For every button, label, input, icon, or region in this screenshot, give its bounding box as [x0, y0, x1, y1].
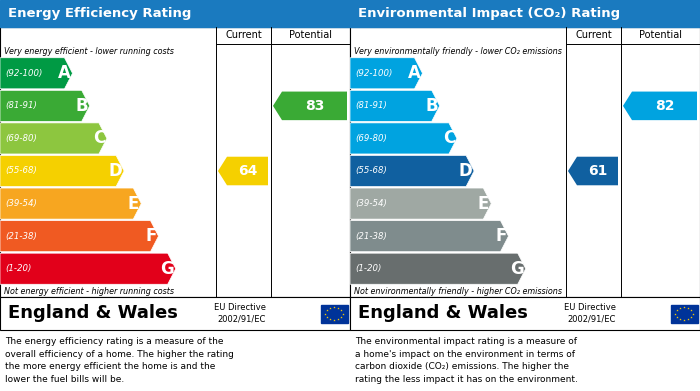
Text: England & Wales: England & Wales [8, 305, 178, 323]
Text: E: E [478, 195, 489, 213]
Text: E: E [128, 195, 139, 213]
Text: Not environmentally friendly - higher CO₂ emissions: Not environmentally friendly - higher CO… [354, 287, 562, 296]
Text: Current: Current [575, 30, 612, 41]
Polygon shape [218, 157, 268, 185]
Bar [350, 0, 700, 27]
Polygon shape [350, 156, 474, 187]
Bar [0, 297, 350, 330]
Polygon shape [350, 123, 457, 154]
Bar [321, 305, 347, 323]
Text: Very environmentally friendly - lower CO₂ emissions: Very environmentally friendly - lower CO… [354, 47, 562, 56]
Text: The environmental impact rating is a measure of
a home's impact on the environme: The environmental impact rating is a mea… [355, 337, 578, 384]
Bar [0, 0, 350, 27]
Text: 83: 83 [304, 99, 324, 113]
Text: Environmental Impact (CO₂) Rating: Environmental Impact (CO₂) Rating [358, 7, 620, 20]
Polygon shape [350, 253, 526, 284]
Polygon shape [0, 156, 124, 187]
Text: G: G [160, 260, 174, 278]
Text: Not energy efficient - higher running costs: Not energy efficient - higher running co… [4, 287, 174, 296]
Text: (21-38): (21-38) [355, 231, 387, 240]
Polygon shape [568, 157, 618, 185]
Text: 61: 61 [588, 164, 607, 178]
Polygon shape [273, 91, 347, 120]
Text: Potential: Potential [639, 30, 682, 41]
Text: EU Directive
2002/91/EC: EU Directive 2002/91/EC [564, 303, 616, 324]
Text: (39-54): (39-54) [355, 199, 387, 208]
Polygon shape [0, 58, 73, 89]
Text: (69-80): (69-80) [5, 134, 37, 143]
Text: (1-20): (1-20) [5, 264, 32, 273]
Text: (21-38): (21-38) [5, 231, 37, 240]
Text: D: D [458, 162, 472, 180]
Polygon shape [0, 90, 90, 121]
Bar [350, 27, 700, 297]
Text: D: D [108, 162, 122, 180]
Text: (69-80): (69-80) [355, 134, 387, 143]
Polygon shape [0, 123, 107, 154]
Text: G: G [510, 260, 524, 278]
Text: (55-68): (55-68) [5, 167, 37, 176]
Bar [0, 27, 350, 297]
Bar [671, 305, 697, 323]
Polygon shape [350, 221, 508, 252]
Text: England & Wales: England & Wales [358, 305, 528, 323]
Text: Current: Current [225, 30, 262, 41]
Text: (55-68): (55-68) [355, 167, 387, 176]
Polygon shape [350, 188, 491, 219]
Polygon shape [0, 188, 141, 219]
Text: (81-91): (81-91) [355, 101, 387, 110]
Text: (39-54): (39-54) [5, 199, 37, 208]
Text: The energy efficiency rating is a measure of the
overall efficiency of a home. T: The energy efficiency rating is a measur… [5, 337, 234, 384]
Text: 64: 64 [238, 164, 257, 178]
Text: C: C [442, 129, 455, 147]
Polygon shape [623, 91, 697, 120]
Text: F: F [145, 227, 157, 245]
Text: Potential: Potential [289, 30, 332, 41]
Text: F: F [495, 227, 507, 245]
Polygon shape [0, 253, 176, 284]
Text: B: B [75, 97, 88, 115]
Text: (92-100): (92-100) [5, 69, 43, 78]
Text: B: B [425, 97, 438, 115]
Text: (1-20): (1-20) [355, 264, 382, 273]
Polygon shape [0, 221, 158, 252]
Text: EU Directive
2002/91/EC: EU Directive 2002/91/EC [214, 303, 266, 324]
Text: A: A [407, 64, 421, 82]
Text: C: C [92, 129, 105, 147]
Bar [350, 297, 700, 330]
Text: Very energy efficient - lower running costs: Very energy efficient - lower running co… [4, 47, 174, 56]
Text: (92-100): (92-100) [355, 69, 393, 78]
Polygon shape [350, 58, 423, 89]
Text: Energy Efficiency Rating: Energy Efficiency Rating [8, 7, 191, 20]
Text: A: A [57, 64, 71, 82]
Text: (81-91): (81-91) [5, 101, 37, 110]
Text: 82: 82 [654, 99, 674, 113]
Polygon shape [350, 90, 440, 121]
